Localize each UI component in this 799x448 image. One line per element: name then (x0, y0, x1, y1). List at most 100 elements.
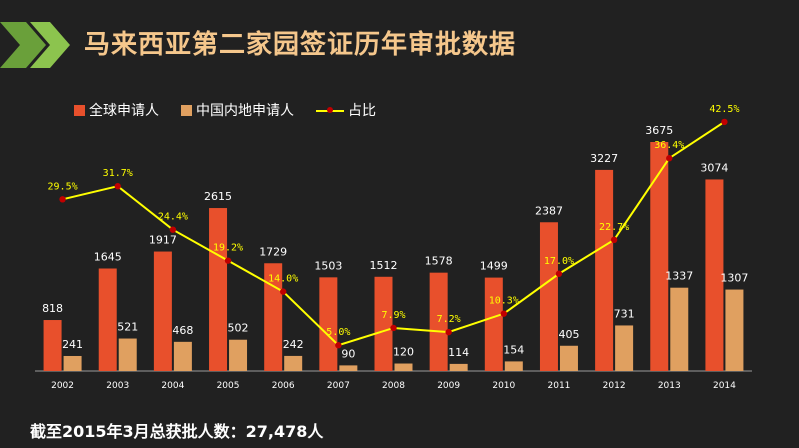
bar-label-china-2013: 1337 (665, 270, 693, 283)
total-approved-note: 截至2015年3月总获批人数：27,478人 (30, 422, 324, 441)
legend-item-global: 全球申请人 (74, 100, 159, 120)
bar-label-china-2004: 468 (172, 324, 193, 337)
ratio-point-2005 (224, 257, 232, 264)
bar-china-2011 (559, 345, 578, 371)
ratio-label-2009: 7.2% (437, 314, 461, 325)
bar-global-2014 (705, 179, 724, 371)
bar-label-china-2014: 1307 (720, 272, 748, 285)
bar-global-2012 (595, 169, 614, 371)
legend-item-ratio: 占比 (316, 100, 376, 120)
ratio-label-2003: 31.7% (103, 168, 133, 179)
ratio-label-2002: 29.5% (48, 181, 78, 192)
x-tick-label-2012: 2012 (603, 381, 626, 391)
legend-label-ratio: 占比 (348, 103, 376, 119)
ratio-point-2007 (335, 342, 342, 349)
bar-label-global-2002: 818 (42, 302, 63, 315)
bar-label-china-2012: 731 (614, 307, 635, 320)
x-tick-label-2014: 2014 (713, 381, 736, 391)
legend-item-china: 中国内地申请人 (181, 100, 294, 120)
bar-label-global-2012: 3227 (590, 152, 618, 165)
bar-china-2004 (173, 341, 192, 371)
bar-label-china-2011: 405 (558, 328, 579, 341)
x-tick-label-2008: 2008 (382, 381, 405, 391)
legend-label-global: 全球申请人 (89, 103, 159, 119)
bar-global-2002 (43, 320, 62, 371)
ratio-label-2010: 10.3% (489, 296, 519, 307)
legend-label-china: 中国内地申请人 (196, 103, 294, 119)
ratio-label-2011: 17.0% (544, 256, 574, 267)
bar-china-2012 (615, 325, 634, 371)
bar-label-china-2009: 114 (448, 346, 469, 359)
bar-global-2010 (484, 277, 503, 371)
x-tick-label-2002: 2002 (51, 381, 74, 391)
bar-label-global-2011: 2387 (535, 204, 563, 217)
ratio-label-2012: 22.7% (599, 222, 629, 233)
bar-label-global-2007: 1503 (314, 259, 342, 272)
ratio-point-2006 (279, 288, 287, 295)
bar-label-global-2014: 3074 (700, 161, 728, 174)
bar-global-2007 (319, 277, 338, 371)
bar-label-china-2006: 242 (283, 338, 304, 351)
bar-china-2002 (63, 355, 82, 371)
bar-label-global-2008: 1512 (370, 259, 398, 272)
ratio-point-2014 (721, 118, 728, 126)
bar-china-2005 (229, 339, 248, 371)
bar-global-2005 (209, 208, 228, 371)
ratio-label-2004: 24.4% (158, 212, 188, 223)
bar-china-2008 (394, 363, 413, 371)
x-tick-label-2006: 2006 (272, 381, 295, 391)
bar-china-2014 (725, 289, 744, 371)
x-tick-label-2004: 2004 (161, 381, 184, 391)
ratio-label-2008: 7.9% (381, 310, 405, 321)
bar-label-china-2007: 90 (341, 347, 355, 360)
bar-label-global-2009: 1578 (425, 255, 453, 268)
bar-label-global-2006: 1729 (259, 245, 287, 258)
x-tick-label-2003: 2003 (106, 381, 129, 391)
ratio-point-2010 (500, 310, 508, 317)
bar-global-2004 (153, 251, 172, 371)
x-tick-label-2005: 2005 (217, 381, 240, 391)
ratio-point-2008 (390, 324, 397, 332)
x-tick-label-2009: 2009 (437, 381, 460, 391)
double-chevron-icon (0, 22, 70, 68)
bar-label-global-2010: 1499 (480, 260, 508, 273)
ratio-point-2003 (114, 183, 121, 190)
bar-global-2011 (539, 222, 558, 371)
bar-label-china-2008: 120 (393, 346, 414, 359)
legend-swatch-global (74, 104, 85, 116)
legend-swatch-ratio (316, 105, 344, 116)
bar-label-china-2002: 241 (62, 338, 83, 351)
ratio-label-2013: 36.4% (654, 140, 684, 151)
bar-china-2013 (670, 287, 689, 371)
bar-global-2008 (374, 276, 393, 371)
bar-global-2003 (98, 268, 117, 371)
bar-label-global-2013: 3675 (645, 124, 673, 137)
page-title: 马来西亚第二家园签证历年审批数据 (84, 30, 517, 60)
bar-china-2007 (339, 365, 358, 371)
legend-swatch-china (181, 104, 192, 116)
x-tick-label-2011: 2011 (548, 381, 571, 391)
ratio-label-2014: 42.5% (709, 104, 739, 115)
ratio-point-2002 (59, 196, 66, 203)
x-tick-label-2010: 2010 (492, 381, 515, 391)
ratio-point-2009 (445, 328, 452, 336)
bar-china-2010 (504, 361, 523, 371)
x-tick-label-2007: 2007 (327, 381, 350, 391)
bar-label-china-2005: 502 (228, 322, 249, 335)
bar-label-china-2010: 154 (503, 343, 524, 356)
ratio-point-2013 (666, 155, 673, 162)
bar-global-2006 (264, 263, 283, 371)
bar-global-2009 (429, 272, 448, 371)
bar-label-global-2005: 2615 (204, 190, 232, 203)
ratio-label-2007: 5.0% (326, 327, 350, 338)
ratio-point-2004 (169, 226, 177, 233)
ratio-label-2005: 19.2% (213, 243, 243, 254)
bar-china-2003 (118, 338, 137, 371)
title-bar: 马来西亚第二家园签证历年审批数据 (0, 22, 799, 68)
ratio-label-2006: 14.0% (268, 274, 298, 285)
chart-legend: 全球申请人 中国内地申请人 占比 (74, 99, 398, 121)
bar-china-2006 (284, 355, 303, 371)
bar-label-china-2003: 521 (117, 321, 138, 334)
bar-global-2013 (650, 142, 669, 371)
